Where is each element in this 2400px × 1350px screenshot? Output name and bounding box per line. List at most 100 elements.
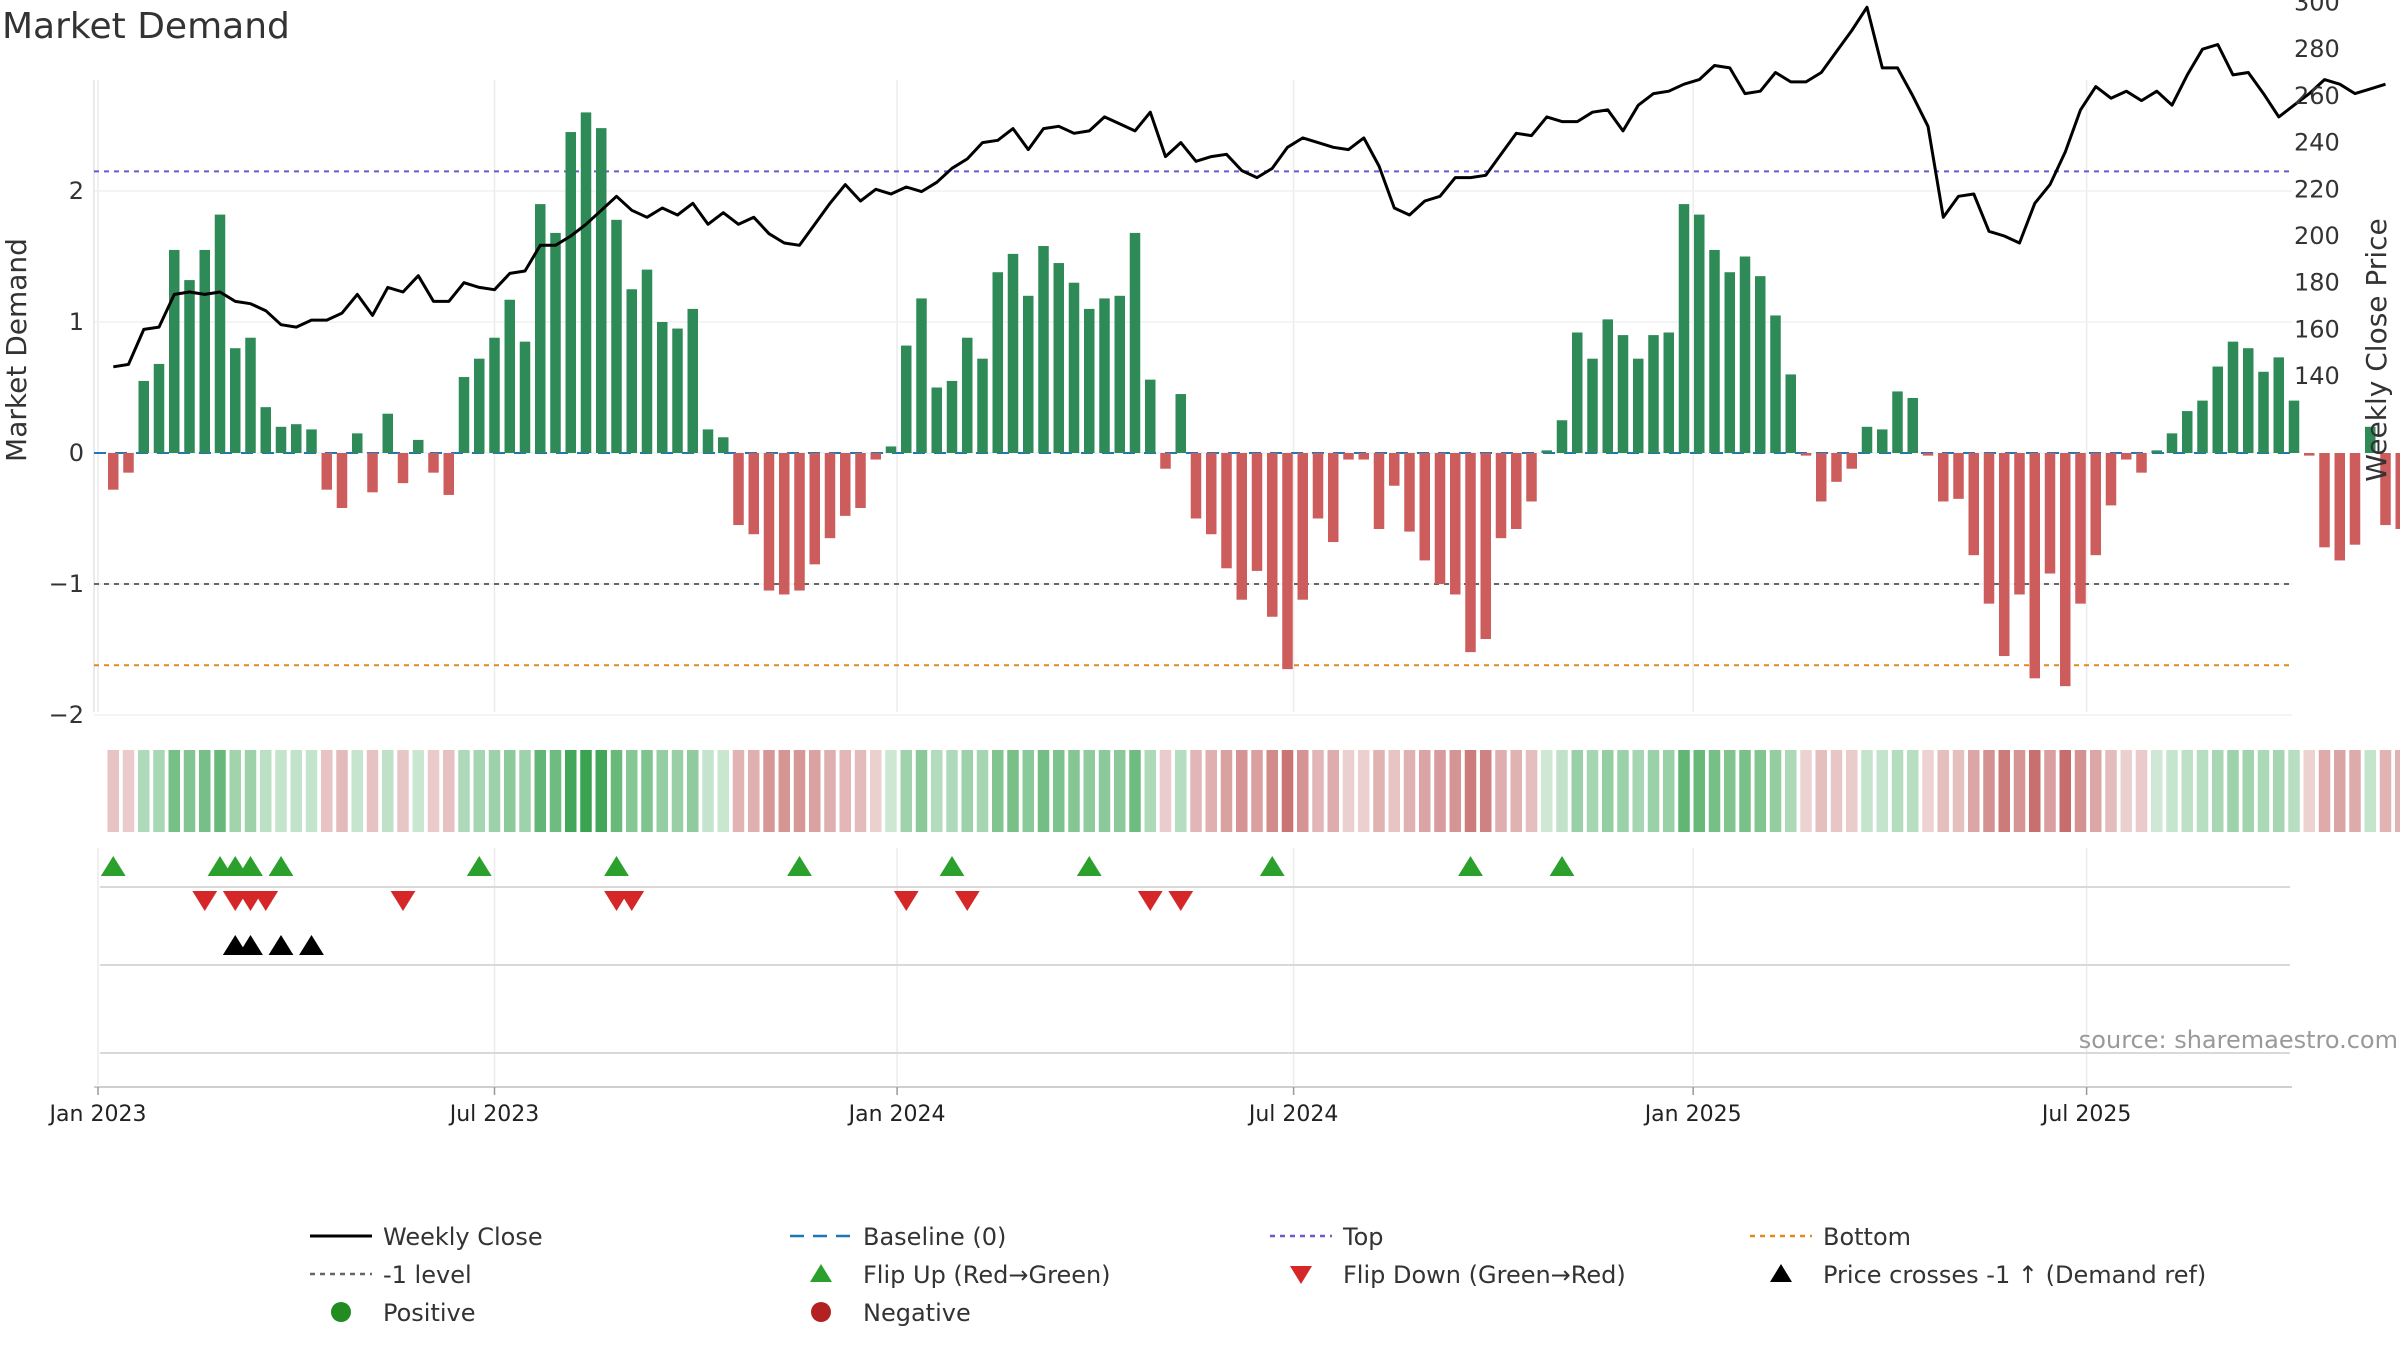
positive-demand-bar: [1709, 249, 1720, 453]
positive-demand-bar: [916, 298, 927, 453]
positive-demand-tile: [229, 750, 241, 832]
positive-demand-bar: [504, 299, 515, 453]
legend-label: Negative: [863, 1299, 971, 1327]
legend-label: Positive: [383, 1299, 476, 1327]
event-markers: [100, 856, 1575, 955]
negative-demand-bar: [870, 453, 881, 460]
left-y-tick-label: 2: [69, 177, 84, 205]
flip-down-marker: [192, 891, 218, 911]
positive-demand-bar: [382, 413, 393, 453]
positive-demand-tile: [900, 750, 912, 832]
negative-demand-tile: [2029, 750, 2041, 832]
positive-demand-bar: [2365, 426, 2376, 453]
positive-demand-tile: [458, 750, 470, 832]
positive-demand-tile: [610, 750, 623, 832]
negative-demand-tile: [1968, 750, 1980, 832]
positive-demand-tile: [1785, 750, 1797, 832]
negative-demand-bar: [2075, 453, 2086, 604]
negative-demand-bar: [1999, 453, 2010, 657]
negative-demand-bar: [1282, 453, 1293, 670]
left-y-tick-label: −2: [49, 701, 84, 729]
positive-demand-tile: [1754, 750, 1766, 832]
positive-demand-tile: [671, 750, 684, 832]
negative-demand-tile: [1312, 750, 1324, 832]
positive-demand-bar: [962, 337, 973, 453]
negative-demand-bar: [1328, 453, 1339, 543]
positive-demand-bar: [413, 439, 424, 453]
negative-demand-tile: [839, 750, 851, 832]
flip-up-marker: [787, 856, 812, 876]
negative-demand-bar: [428, 453, 439, 473]
negative-demand-tile: [1358, 750, 1370, 832]
negative-demand-tile: [2013, 750, 2026, 832]
positive-demand-tile: [2212, 750, 2224, 832]
negative-demand-tile: [2105, 750, 2117, 832]
negative-demand-bar: [855, 453, 866, 509]
positive-demand-tile: [488, 750, 501, 832]
price-series: [113, 5, 2386, 369]
positive-demand-tile: [351, 750, 363, 832]
positive-demand-bar: [1129, 232, 1141, 453]
negative-demand-bar: [1419, 453, 1430, 561]
negative-demand-bar: [1922, 453, 1934, 456]
positive-demand-bar: [1678, 204, 1690, 453]
positive-demand-bar: [153, 363, 165, 453]
negative-demand-bar: [1190, 453, 1202, 519]
negative-demand-tile: [778, 750, 790, 832]
negative-demand-tile: [1464, 750, 1477, 832]
positive-demand-bar: [1770, 315, 1781, 453]
positive-demand-tile: [595, 750, 607, 832]
positive-demand-tile: [2364, 750, 2376, 832]
negative-demand-tile: [1419, 750, 1431, 832]
negative-demand-tile: [1525, 750, 1538, 832]
negative-demand-bar: [1816, 453, 1827, 502]
negative-demand-tile: [1510, 750, 1522, 832]
positive-demand-tile: [1556, 750, 1568, 832]
negative-demand-bar: [108, 453, 119, 490]
flip-down-marker: [1137, 891, 1163, 911]
positive-demand-tile: [1175, 750, 1187, 832]
positive-demand-bar: [214, 214, 226, 453]
positive-demand-tile: [626, 750, 638, 832]
negative-demand-bar: [1480, 453, 1491, 640]
positive-demand-tile: [1617, 750, 1629, 832]
positive-demand-tile: [412, 750, 424, 832]
flip-down-marker: [954, 891, 980, 911]
positive-demand-bar: [138, 380, 149, 453]
negative-demand-bar: [794, 453, 805, 591]
negative-demand-bar: [1312, 453, 1324, 519]
flip-up-marker: [1076, 856, 1102, 876]
positive-demand-tile: [2273, 750, 2285, 832]
negative-demand-tile: [2334, 750, 2346, 832]
positive-demand-tile: [305, 750, 318, 832]
positive-demand-bar: [1648, 335, 1659, 453]
right-y-tick-label: 240: [2294, 129, 2340, 157]
positive-demand-tile: [1586, 750, 1599, 832]
positive-demand-tile: [2227, 750, 2239, 832]
flip-up-marker: [466, 856, 492, 876]
negative-demand-tile: [2074, 750, 2087, 832]
negative-demand-bar: [1221, 453, 1232, 569]
flip-down-marker: [390, 891, 416, 911]
positive-demand-bar: [992, 272, 1003, 453]
positive-demand-bar: [260, 407, 271, 453]
negative-demand-bar: [123, 453, 134, 473]
negative-demand-tile: [1800, 750, 1812, 832]
right-y-tick-label: 200: [2294, 222, 2340, 250]
negative-demand-tile: [809, 750, 821, 832]
negative-demand-tile: [2135, 750, 2148, 832]
legend-item-negative: Negative: [811, 1299, 971, 1327]
positive-demand-bar: [2243, 348, 2254, 453]
negative-demand-tile: [2395, 750, 2400, 832]
negative-demand-bar: [2349, 453, 2361, 545]
positive-demand-tile: [199, 750, 211, 832]
positive-demand-tile: [1022, 750, 1034, 832]
positive-demand-tile: [1602, 750, 1614, 832]
positive-demand-bar: [1755, 276, 1766, 453]
positive-demand-tile: [183, 750, 196, 832]
negative-demand-bar: [1267, 453, 1278, 617]
positive-demand-tile: [473, 750, 485, 832]
flip-down-marker: [1168, 891, 1194, 911]
negative-demand-tile: [321, 750, 333, 832]
legend-label: Flip Down (Green→Red): [1343, 1261, 1626, 1289]
